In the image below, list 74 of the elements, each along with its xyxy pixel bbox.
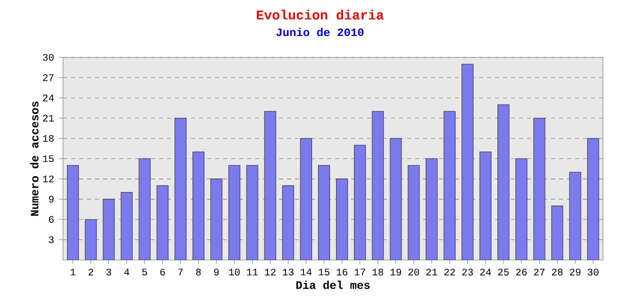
x-tick-label: 8	[196, 268, 201, 276]
bar	[569, 172, 582, 260]
bar	[282, 185, 294, 260]
y-tick-label: 3	[48, 236, 54, 244]
y-tick-label: 30	[42, 54, 54, 61]
x-tick-label: 1	[70, 268, 76, 276]
y-tick-label: 21	[43, 114, 54, 122]
bar	[533, 118, 546, 260]
chart-title: Evolucion diaria	[256, 10, 384, 20]
y-tick-label: 9	[48, 196, 54, 203]
x-tick-label: 23	[462, 268, 473, 276]
bar	[120, 192, 133, 260]
x-tick-label: 7	[178, 268, 183, 276]
bar	[192, 152, 204, 260]
x-tick-label: 19	[390, 268, 402, 276]
x-tick-label: 26	[516, 268, 527, 276]
y-tick-label: 24	[43, 94, 54, 102]
x-tick-label: 22	[444, 268, 455, 276]
y-tick-label: 27	[43, 74, 54, 81]
y-tick-label: 18	[43, 135, 54, 142]
bar	[66, 165, 79, 260]
bar	[372, 111, 384, 260]
x-tick-label: 17	[354, 268, 366, 276]
chart-subtitle: Junio de 2010	[276, 28, 364, 36]
bar	[210, 178, 222, 260]
x-tick-label: 14	[300, 268, 312, 276]
x-tick-label: 10	[229, 268, 240, 276]
x-tick-label: 2	[88, 268, 94, 276]
x-tick-label: 4	[124, 268, 130, 276]
x-tick-label: 15	[318, 268, 330, 276]
x-tick-label: 12	[264, 268, 276, 276]
x-tick-label: 11	[247, 268, 258, 276]
x-tick-label: 6	[160, 268, 165, 276]
bar	[228, 165, 240, 260]
x-tick-label: 28	[552, 268, 563, 276]
bar	[174, 118, 186, 260]
x-tick-label: 3	[106, 268, 112, 276]
bar	[515, 158, 528, 260]
x-tick-label: 5	[142, 268, 148, 276]
x-axis-title: Dia del mes	[296, 280, 370, 289]
bar	[336, 178, 348, 260]
bar	[462, 64, 474, 260]
y-tick-label: 12	[43, 176, 54, 182]
bar	[551, 206, 564, 260]
x-tick-label: 21	[426, 268, 438, 276]
bar	[354, 144, 366, 260]
bar	[138, 158, 151, 260]
x-tick-label: 25	[498, 268, 509, 276]
bar	[480, 152, 492, 260]
x-tick-label: 24	[480, 268, 491, 276]
bar	[102, 198, 115, 260]
bar	[587, 138, 600, 260]
bar	[84, 219, 97, 260]
x-tick-label: 9	[214, 268, 219, 276]
bar	[390, 138, 402, 260]
x-tick-label: 18	[372, 268, 384, 276]
bar	[444, 111, 456, 260]
bar	[497, 104, 510, 260]
bar	[264, 111, 276, 260]
y-tick-label: 6	[49, 216, 54, 223]
bar	[318, 165, 330, 260]
bar	[246, 165, 258, 260]
x-tick-label: 29	[570, 268, 580, 276]
x-tick-label: 27	[534, 268, 545, 276]
bar	[426, 158, 438, 260]
x-tick-label: 13	[282, 268, 294, 276]
x-tick-label: 16	[336, 268, 348, 276]
bar	[300, 138, 312, 260]
x-tick-label: 20	[408, 268, 420, 276]
bar	[156, 185, 169, 260]
y-tick-label: 15	[43, 155, 54, 162]
y-axis-title: Numero de accesos	[30, 102, 38, 216]
x-tick-label: 30	[588, 268, 598, 276]
bar	[408, 165, 420, 260]
